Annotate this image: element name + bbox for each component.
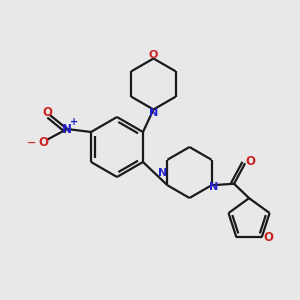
Text: O: O: [245, 155, 255, 168]
Text: +: +: [70, 117, 78, 128]
Text: N: N: [209, 182, 219, 192]
Text: O: O: [38, 136, 48, 149]
Text: −: −: [27, 138, 37, 148]
Text: N: N: [149, 108, 158, 118]
Text: O: O: [263, 231, 273, 244]
Text: N: N: [62, 122, 72, 136]
Text: O: O: [149, 50, 158, 60]
Text: O: O: [43, 106, 52, 119]
Text: N: N: [158, 167, 167, 178]
